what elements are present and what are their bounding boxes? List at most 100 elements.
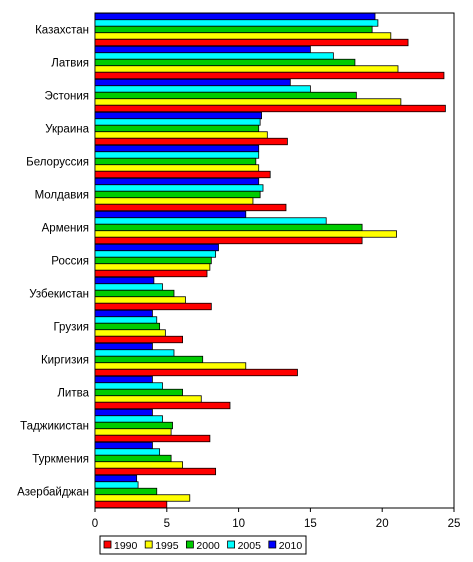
bar-1990-8 (94, 302, 212, 311)
legend-swatch-2005 (227, 540, 236, 549)
bar-2005-13 (94, 448, 161, 456)
bar-1990-14 (94, 500, 168, 509)
legend-swatch-2000 (185, 540, 194, 549)
bar-1995-3 (94, 131, 268, 139)
x-tick-label: 20 (376, 518, 389, 530)
category-label: Туркмения (32, 454, 89, 466)
bar-2000-4 (94, 157, 257, 166)
category-label: Таджикистан (20, 421, 89, 433)
bar-2010-13 (94, 441, 153, 450)
bar-1995-2 (94, 98, 402, 106)
bar-1990-6 (94, 236, 363, 245)
bar-1990-9 (94, 335, 183, 344)
bar-2005-4 (94, 151, 260, 159)
bar-1990-1 (94, 71, 445, 80)
category-label: Литва (57, 388, 89, 400)
bar-1990-7 (94, 269, 208, 278)
bar-2005-1 (94, 52, 334, 60)
bar-2005-7 (94, 250, 217, 258)
category-label: Латвия (51, 58, 89, 70)
bar-2000-5 (94, 190, 261, 199)
bar-2005-2 (94, 85, 311, 93)
bar-2005-12 (94, 415, 163, 423)
bar-2005-11 (94, 382, 163, 390)
bar-2005-9 (94, 316, 158, 324)
bar-2000-1 (94, 58, 356, 67)
bar-1995-14 (94, 494, 191, 502)
bar-2000-7 (94, 256, 212, 265)
bar-2010-9 (94, 309, 153, 318)
bar-1995-13 (94, 461, 183, 469)
category-label: Белоруссия (26, 157, 89, 169)
bar-2010-1 (94, 45, 311, 54)
bar-2005-5 (94, 184, 264, 192)
x-tick-label: 25 (448, 518, 461, 530)
bar-1995-8 (94, 296, 186, 304)
category-label: Эстония (44, 91, 89, 103)
bar-1995-6 (94, 230, 397, 238)
bars-group (94, 12, 446, 509)
bar-2000-13 (94, 454, 172, 463)
bar-1990-12 (94, 434, 211, 443)
bar-2010-10 (94, 342, 153, 351)
bar-1990-10 (94, 368, 298, 377)
bar-2005-10 (94, 349, 175, 357)
legend-swatch-1995 (144, 540, 153, 549)
legend-label-2005: 2005 (238, 540, 262, 552)
category-label: Молдавия (35, 190, 89, 202)
x-axis: 0 5 10 15 20 25 (92, 508, 461, 530)
bar-2010-11 (94, 375, 153, 384)
x-tick-label: 10 (232, 518, 245, 530)
bar-2010-0 (94, 12, 376, 21)
bar-1995-9 (94, 329, 166, 337)
bar-1995-0 (94, 32, 392, 40)
legend-swatch-1990 (103, 540, 112, 549)
bar-1990-3 (94, 137, 288, 146)
bar-2005-14 (94, 481, 139, 489)
category-label: Россия (51, 256, 89, 268)
bar-1990-5 (94, 203, 287, 212)
bar-2005-3 (94, 118, 261, 126)
legend-label-2000: 2000 (196, 540, 220, 552)
category-label: Киргизия (41, 355, 89, 367)
bar-2000-2 (94, 91, 357, 100)
category-label: Армения (42, 223, 89, 235)
bar-1995-5 (94, 197, 254, 205)
category-labels: Казахстан Латвия Эстония Украина Белоруссия М… (17, 25, 89, 499)
legend: 1990 1995 2000 2005 2010 (99, 535, 307, 555)
bar-2010-4 (94, 144, 260, 153)
category-label: Грузия (53, 322, 89, 334)
bar-2000-12 (94, 421, 173, 430)
bar-2000-8 (94, 289, 175, 298)
bar-1995-12 (94, 428, 172, 436)
bar-2000-3 (94, 124, 260, 133)
bar-1995-1 (94, 65, 399, 73)
bar-1995-10 (94, 362, 247, 370)
category-label: Азербайджан (17, 487, 89, 499)
x-tick-label: 15 (304, 518, 317, 530)
bar-2010-12 (94, 408, 153, 417)
bar-2005-0 (94, 19, 379, 27)
bar-2010-14 (94, 474, 138, 483)
x-tick-label: 0 (92, 518, 98, 530)
bar-1990-0 (94, 38, 409, 47)
legend-box (99, 535, 307, 555)
bar-1995-4 (94, 164, 260, 172)
bar-1990-4 (94, 170, 271, 179)
bar-2000-0 (94, 25, 373, 34)
bar-1990-13 (94, 467, 217, 476)
bar-2010-7 (94, 243, 219, 252)
bar-1990-2 (94, 104, 446, 113)
bar-1990-11 (94, 401, 231, 410)
bar-2000-9 (94, 322, 161, 331)
bar-2000-6 (94, 223, 363, 232)
bar-2000-14 (94, 487, 158, 496)
bar-2000-10 (94, 355, 204, 364)
bar-1995-11 (94, 395, 202, 403)
bar-2005-8 (94, 283, 163, 291)
bar-2010-2 (94, 78, 291, 87)
legend-swatch-2010 (268, 540, 277, 549)
legend-label-2010: 2010 (279, 540, 303, 552)
x-tick-label: 5 (164, 518, 170, 530)
